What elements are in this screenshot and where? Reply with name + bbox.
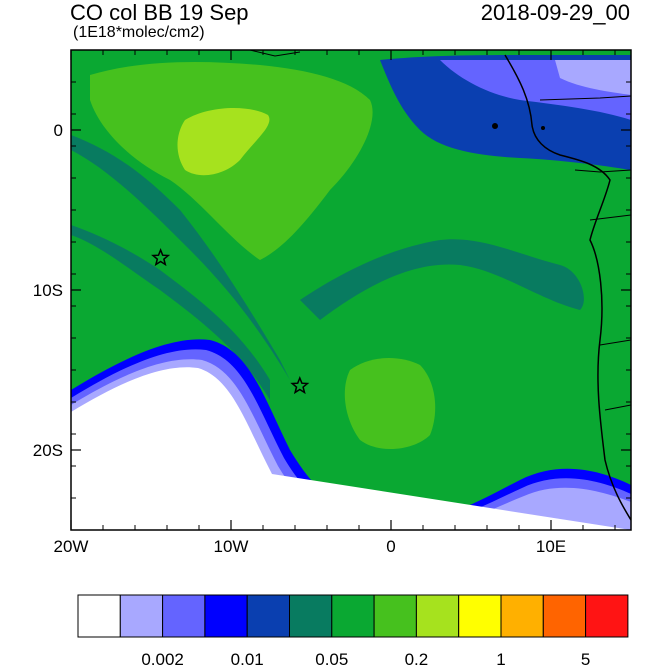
colorbar-label: 1 [496, 650, 505, 667]
map-title: CO col BB 19 Sep [70, 0, 249, 25]
colorbar-label: 0.2 [405, 650, 429, 667]
colorbar: 0.002 0.01 0.05 0.2 1 5 [77, 594, 629, 667]
field-light-south [344, 358, 436, 450]
colorbar-label: 0.002 [141, 650, 184, 667]
colorbar-box [585, 594, 629, 638]
colorbar-box [415, 594, 460, 638]
colorbar-label: 0.05 [315, 650, 348, 667]
units-label: (1E18*molec/cm2) [73, 24, 205, 41]
border-line-north [249, 50, 301, 57]
colorbar-box [77, 594, 121, 638]
x-tick-label: 10E [536, 537, 566, 556]
colorbar-box [458, 594, 502, 638]
colorbar-box [500, 594, 544, 638]
axis-ticks: 20W 10W 0 10E 0 10S 20S [33, 49, 631, 556]
colorbar-label: 5 [581, 650, 590, 667]
colorbar-box [119, 594, 164, 638]
x-tick-label: 20W [54, 537, 89, 556]
field-band-teal-3 [300, 239, 584, 320]
y-tick-label: 0 [54, 121, 63, 140]
colorbar-box [204, 594, 248, 638]
station-ascension [151, 247, 171, 267]
station-st-helena [290, 375, 310, 395]
concentration-field [71, 50, 631, 530]
field-clean-region [71, 367, 631, 530]
y-tick-label: 10S [33, 281, 63, 300]
field-band-teal [71, 135, 295, 389]
border-line-3 [589, 214, 631, 221]
x-tick-label: 0 [386, 537, 395, 556]
colorbar-box [289, 594, 333, 638]
colorbar-box [246, 594, 290, 638]
colorbar-box [373, 594, 417, 638]
y-tick-label: 20S [33, 441, 63, 460]
africa-coastline [504, 54, 631, 521]
colorbar-box [542, 594, 587, 638]
valid-time: 2018-09-29_00 [480, 0, 630, 25]
field-band-teal-2 [71, 225, 270, 400]
border-line-5 [604, 404, 631, 411]
colorbar-box [162, 594, 206, 638]
field-core-north [177, 108, 270, 176]
border-line-4 [599, 339, 631, 346]
island-bioko [492, 123, 498, 129]
border-line-1 [539, 95, 631, 101]
border-line-2 [574, 169, 631, 173]
colorbar-box [331, 594, 375, 638]
island-small [541, 126, 545, 130]
field-palest-ne [555, 60, 631, 95]
colorbar-label: 0.01 [231, 650, 264, 667]
x-tick-label: 10W [214, 537, 249, 556]
station-markers [151, 247, 310, 395]
